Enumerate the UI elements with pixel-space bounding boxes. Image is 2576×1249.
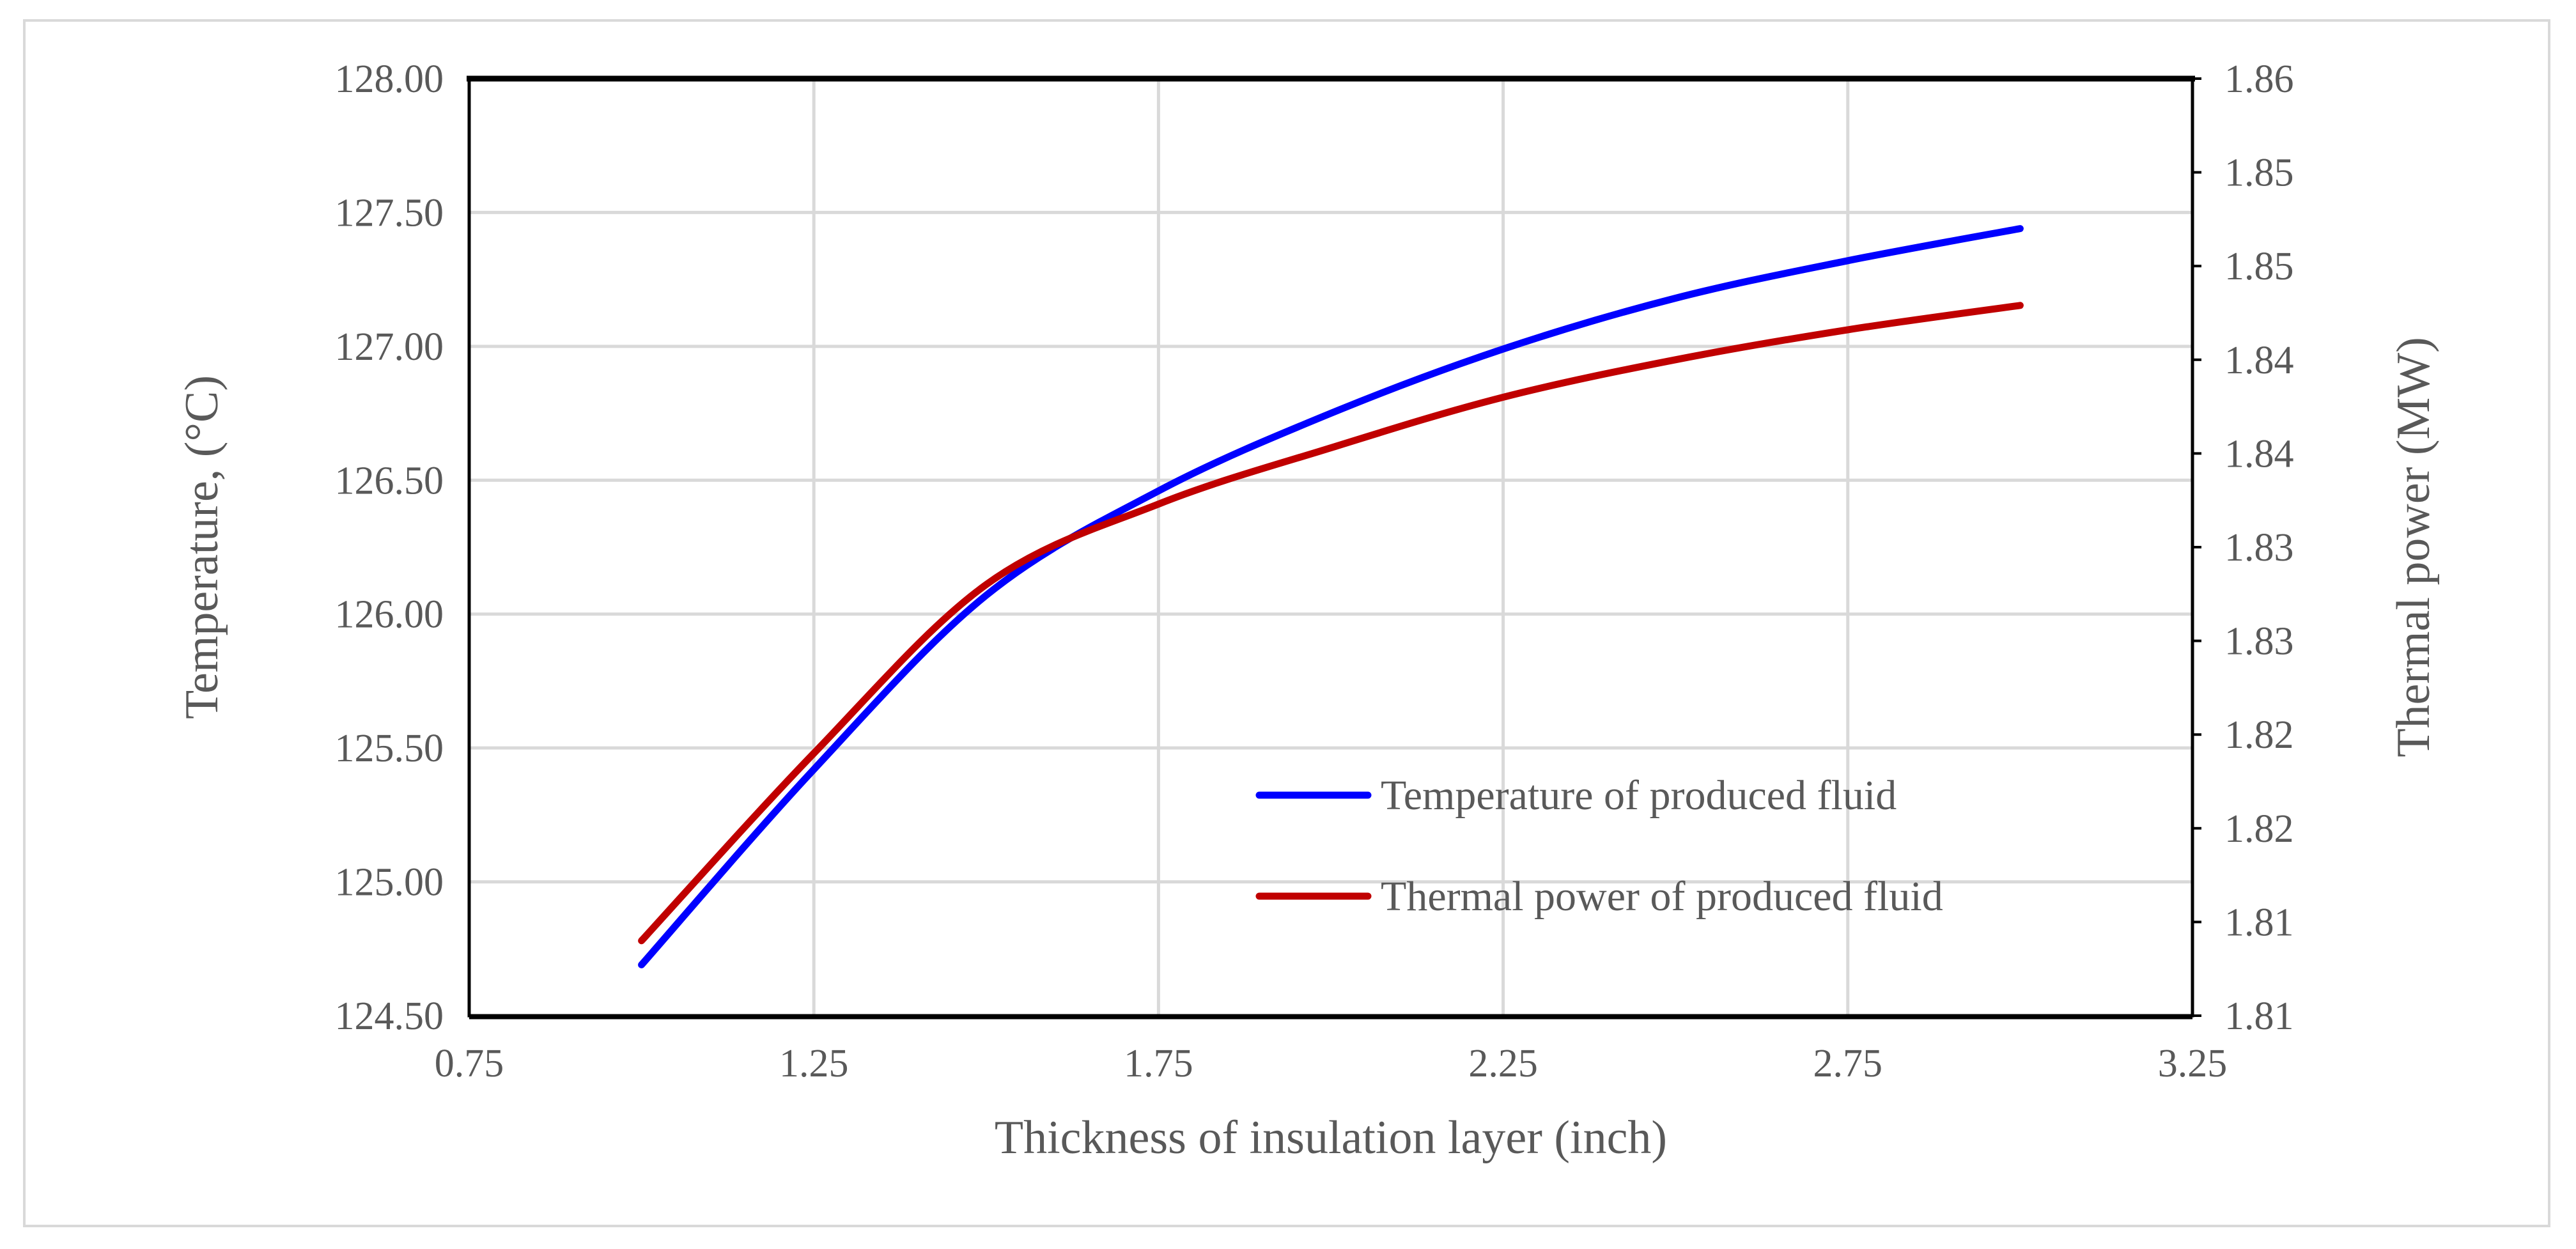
y2-tick-label: 1.84 bbox=[2224, 339, 2294, 382]
x-tick-label: 2.25 bbox=[1468, 1042, 1538, 1085]
x-tick-label: 2.75 bbox=[1813, 1042, 1883, 1085]
y-tick-label: 124.50 bbox=[335, 995, 444, 1038]
x-tick-label: 3.25 bbox=[2158, 1042, 2228, 1085]
y2-tick-label: 1.82 bbox=[2224, 807, 2294, 851]
chart-frame: 0.75 1.25 1.75 2.25 2.75 3.25 124.50 125.00 125.… bbox=[23, 19, 2550, 1227]
line-chart: 0.75 1.25 1.75 2.25 2.75 3.25 124.50 125.00 125.… bbox=[176, 58, 2440, 1164]
tick-labels: 0.75 1.25 1.75 2.25 2.75 3.25 124.50 125.00 125.… bbox=[335, 58, 2294, 1085]
x-tick-label: 1.75 bbox=[1124, 1042, 1193, 1085]
y2-tick-label: 1.82 bbox=[2224, 713, 2294, 757]
y2-tick-label: 1.83 bbox=[2224, 620, 2294, 663]
plot-border bbox=[467, 75, 2195, 1020]
y2-tick-label: 1.84 bbox=[2224, 432, 2294, 476]
y-tick-label: 127.50 bbox=[335, 191, 444, 235]
y-tick-label: 125.50 bbox=[335, 727, 444, 770]
series-line-thermal-power bbox=[638, 302, 2024, 945]
y2-tick-label: 1.85 bbox=[2224, 151, 2294, 195]
legend-label: Thermal power of produced fluid bbox=[1381, 873, 1943, 920]
x-tick-label: 1.25 bbox=[779, 1042, 849, 1085]
y-tick-label: 128.00 bbox=[335, 58, 444, 101]
legend-label: Temperature of produced fluid bbox=[1381, 772, 1897, 819]
y-tick-label: 126.50 bbox=[335, 459, 444, 502]
gridlines bbox=[469, 79, 2192, 1016]
x-axis-title: Thickness of insulation layer (inch) bbox=[995, 1112, 1667, 1164]
legend: Temperature of produced fluid Thermal pow… bbox=[1255, 772, 1943, 920]
y-tick-label: 125.00 bbox=[335, 861, 444, 904]
y2-tick-label: 1.81 bbox=[2224, 995, 2294, 1038]
y-axis-title: Temperature, (°C) bbox=[176, 375, 228, 719]
series-line-temperature bbox=[638, 225, 2024, 968]
y2-tick-label: 1.86 bbox=[2224, 58, 2294, 101]
y2-tick-label: 1.85 bbox=[2224, 245, 2294, 288]
y-tick-label: 127.00 bbox=[335, 325, 444, 369]
y2-tick-label: 1.83 bbox=[2224, 526, 2294, 570]
series-lines bbox=[638, 225, 2024, 968]
x-tick-label: 0.75 bbox=[435, 1042, 504, 1085]
y2-tick-label: 1.81 bbox=[2224, 901, 2294, 944]
y-tick-label: 126.00 bbox=[335, 593, 444, 637]
y2-axis-title: Thermal power (MW) bbox=[2387, 337, 2440, 757]
